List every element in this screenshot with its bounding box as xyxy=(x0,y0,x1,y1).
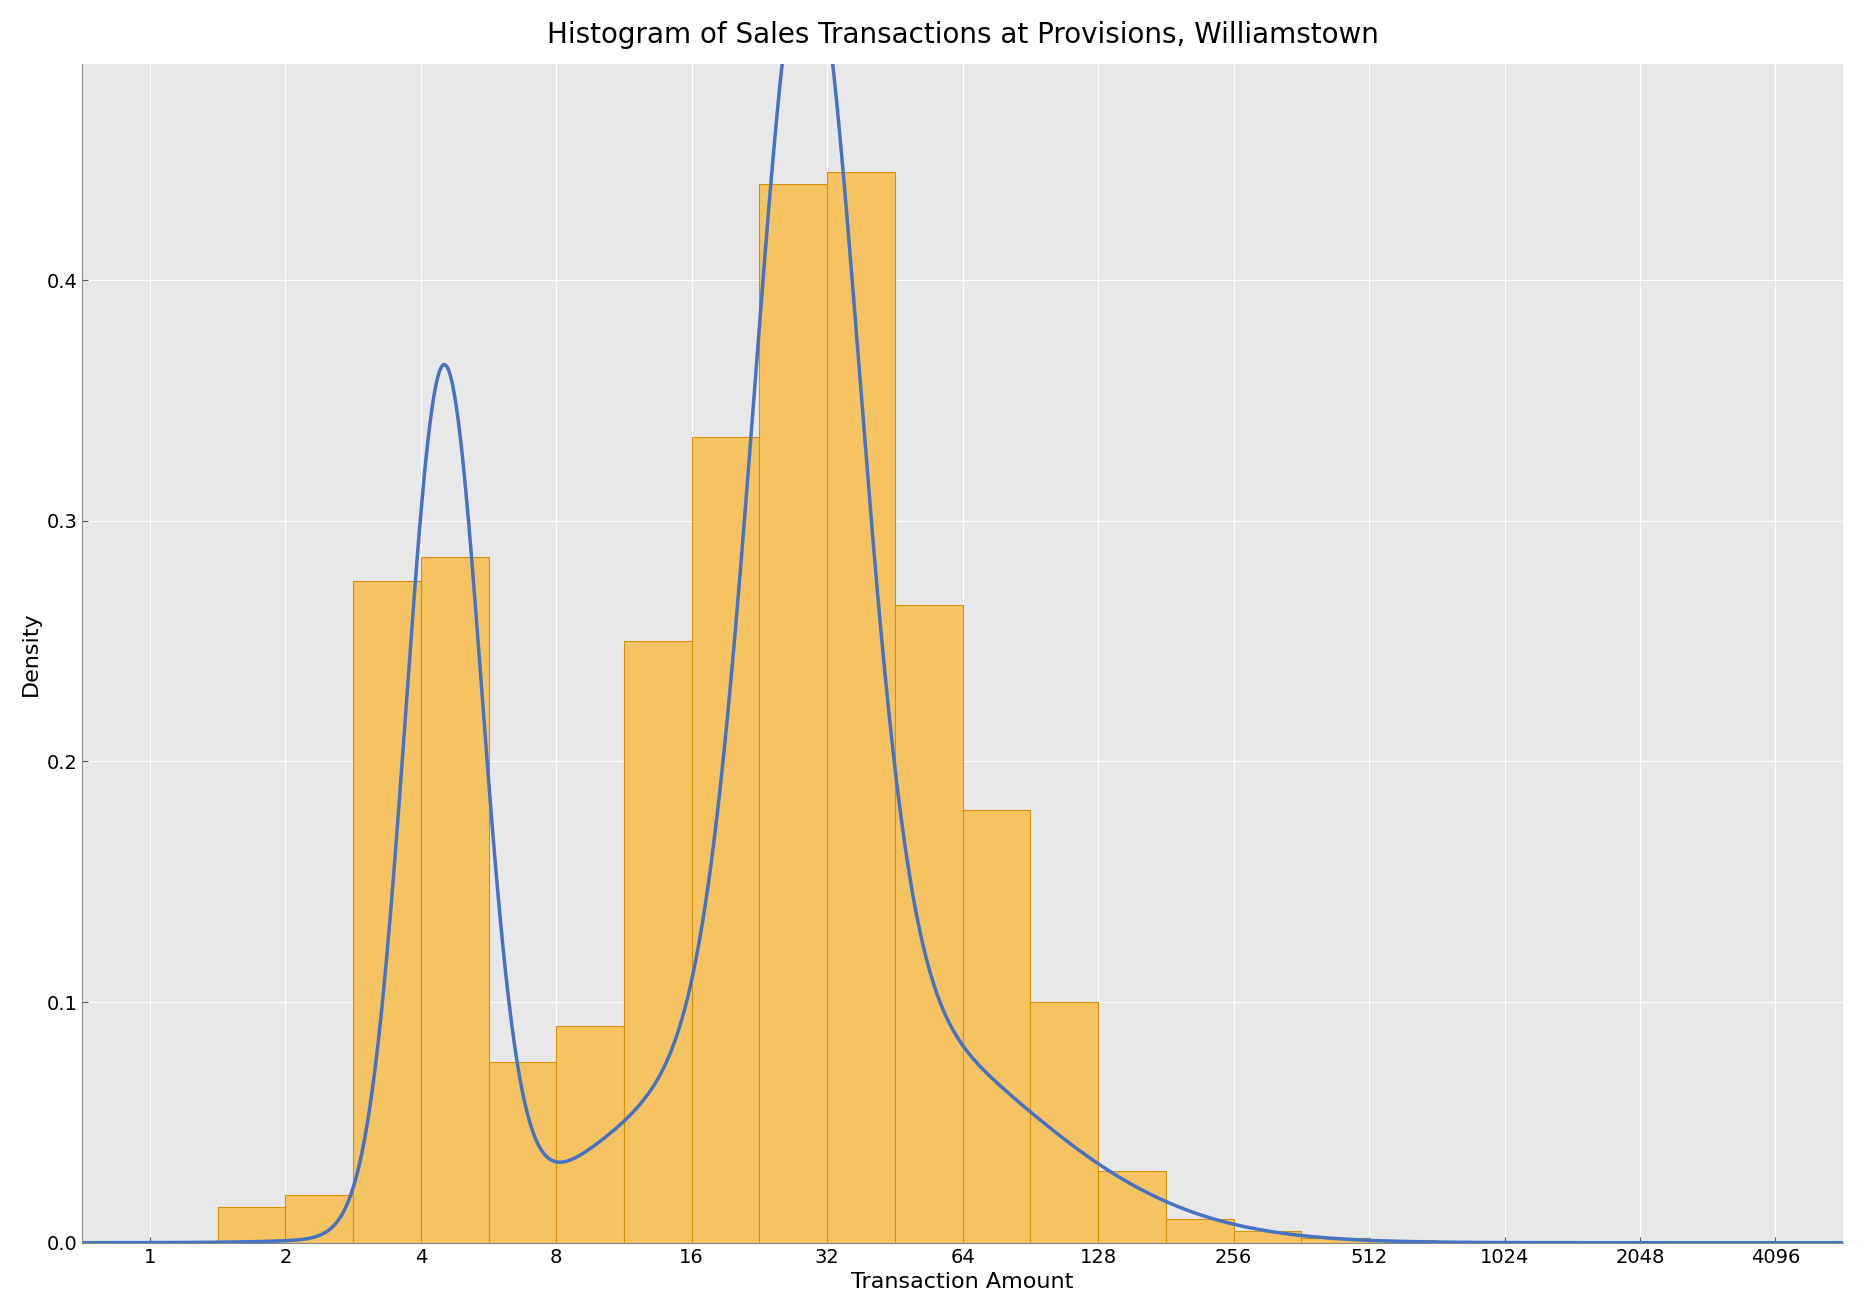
X-axis label: Transaction Amount: Transaction Amount xyxy=(852,1272,1074,1292)
Bar xyxy=(285,1195,352,1242)
Bar xyxy=(828,172,895,1242)
Title: Histogram of Sales Transactions at Provisions, Williamstown: Histogram of Sales Transactions at Provi… xyxy=(546,21,1379,49)
Bar xyxy=(1301,1238,1368,1242)
Bar xyxy=(488,1062,555,1242)
Bar xyxy=(218,1207,285,1242)
Bar xyxy=(352,582,421,1242)
Bar xyxy=(1098,1171,1165,1242)
Bar xyxy=(692,437,759,1242)
Bar xyxy=(962,810,1031,1242)
Bar xyxy=(555,1027,624,1242)
Bar xyxy=(624,641,692,1242)
Bar xyxy=(759,184,828,1242)
Bar xyxy=(895,605,962,1242)
Bar xyxy=(1234,1230,1301,1242)
Y-axis label: Density: Density xyxy=(21,611,41,696)
Bar xyxy=(1165,1218,1234,1242)
Bar xyxy=(1031,1002,1098,1242)
Bar xyxy=(1368,1241,1437,1242)
Bar xyxy=(421,557,488,1242)
